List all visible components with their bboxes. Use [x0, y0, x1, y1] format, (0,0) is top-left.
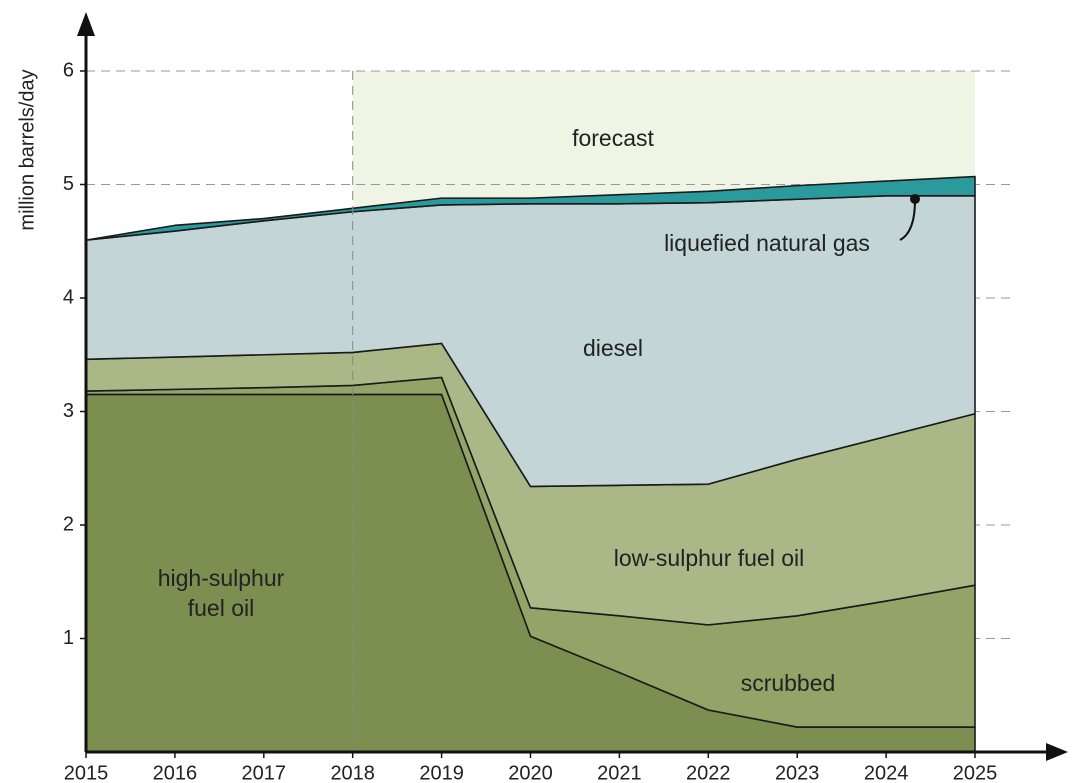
- series-label: liquefied natural gas: [664, 230, 870, 256]
- x-tick-label: 2018: [330, 762, 375, 783]
- y-axis-label: million barrels/day: [16, 69, 38, 230]
- series-label: low-sulphur fuel oil: [614, 545, 804, 571]
- y-tick-label: 3: [63, 400, 74, 422]
- y-tick-label: 6: [63, 59, 74, 81]
- y-axis-arrow: [77, 12, 95, 36]
- x-tick-label: 2016: [153, 762, 198, 783]
- series-label: high-sulphur fuel oil: [157, 565, 285, 621]
- x-tick-label: 2020: [508, 762, 553, 783]
- x-tick-label: 2024: [864, 762, 909, 783]
- x-tick-label: 2021: [597, 762, 642, 783]
- annotation-dot: [910, 194, 920, 204]
- x-axis-arrow: [1046, 743, 1068, 761]
- x-tick-label: 2022: [686, 762, 731, 783]
- area: [85, 175, 976, 241]
- x-tick-label: 2023: [775, 762, 820, 783]
- y-tick-label: 1: [63, 627, 74, 649]
- series-label-box: high-sulphur fuel oil: [157, 565, 285, 621]
- x-tick-label: 2019: [419, 762, 464, 783]
- forecast-label: forecast: [572, 125, 654, 151]
- annotation-leader: [899, 199, 916, 241]
- x-tick-label: 2015: [64, 762, 109, 783]
- x-tick-label: 2017: [242, 762, 287, 783]
- series-label: diesel: [583, 335, 643, 361]
- y-tick-label: 5: [63, 173, 74, 195]
- y-tick-label: 4: [63, 286, 74, 308]
- y-tick-label: 2: [63, 513, 74, 535]
- series-label: scrubbed: [741, 670, 836, 696]
- x-tick-label: 2025: [953, 762, 998, 783]
